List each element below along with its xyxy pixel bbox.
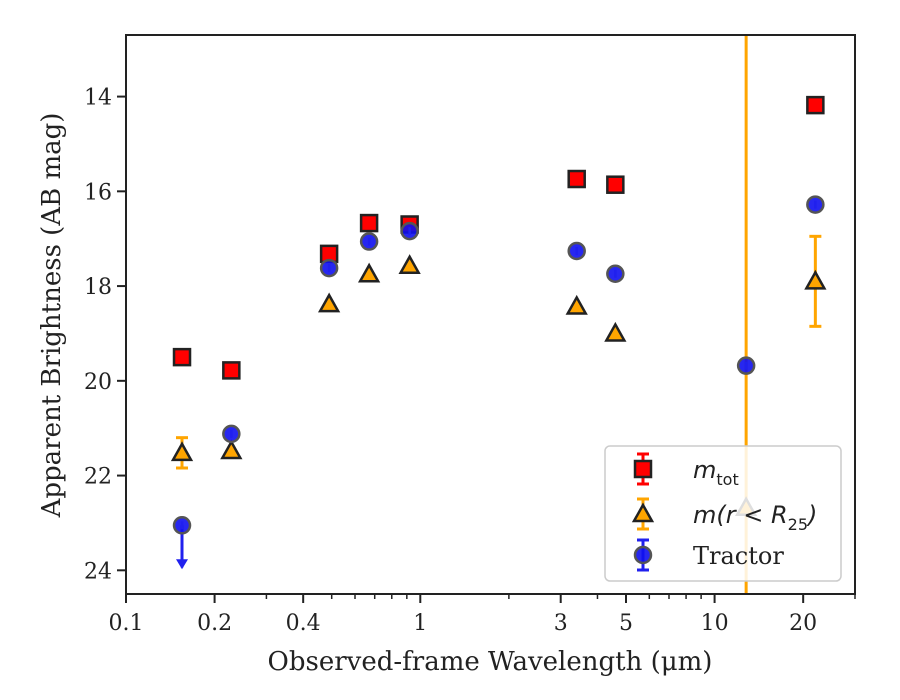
y-tick-label: 16 xyxy=(84,180,112,205)
legend-label-main: m xyxy=(693,456,716,484)
series-circle-group xyxy=(172,195,825,570)
x-tick-label: 3 xyxy=(554,611,568,636)
legend-label-main: Tractor xyxy=(693,542,784,570)
x-axis-title: Observed-frame Wavelength (μm) xyxy=(268,647,713,677)
legend-label: m(r < R25) xyxy=(693,501,817,534)
x-tick-label: 20 xyxy=(789,611,817,636)
series-square-group xyxy=(172,95,825,380)
legend-marker-triangle xyxy=(631,502,655,523)
legend-marker-circle xyxy=(633,545,653,565)
y-tick-label: 18 xyxy=(84,275,112,300)
legend-label: Tractor xyxy=(693,542,784,570)
legend-entry: Tractor xyxy=(633,538,784,572)
legend-box xyxy=(604,445,842,582)
series-triangle-group xyxy=(170,234,827,517)
y-tick-label: 20 xyxy=(84,370,112,395)
y-tick-label: 14 xyxy=(84,86,112,111)
ticks-layer: 0.1 0.2 0.4 1 3 5 10 20 14 16 18 20 22 24 xyxy=(84,86,856,636)
legend-label-subscript: tot xyxy=(716,470,738,489)
y-axis-title: Apparent Brightness (AB mag) xyxy=(37,113,67,519)
legend-marker-square xyxy=(633,459,653,479)
x-tick-label: 0.4 xyxy=(286,611,321,636)
legend-label-rest: ) xyxy=(806,501,817,529)
legend-entry: mtot xyxy=(633,452,739,489)
x-tick-label: 1 xyxy=(413,611,427,636)
x-tick-label: 0.1 xyxy=(109,611,144,636)
legend-label-main: m(r < R xyxy=(693,501,788,529)
y-tick-label: 22 xyxy=(84,465,112,490)
upper-limit-arrow xyxy=(176,559,189,570)
plot-frame xyxy=(125,34,856,595)
x-tick-label: 10 xyxy=(701,611,729,636)
legend-label: mtot xyxy=(693,456,739,489)
x-tick-label: 0.2 xyxy=(197,611,232,636)
legend: mtot m(r < R25) Tractor xyxy=(604,445,842,582)
y-tick-label: 24 xyxy=(84,559,112,584)
legend-entry: m(r < R25) xyxy=(631,497,817,534)
data-layer xyxy=(170,35,827,594)
legend-label-subscript: 25 xyxy=(788,515,808,534)
x-tick-label: 5 xyxy=(619,611,633,636)
